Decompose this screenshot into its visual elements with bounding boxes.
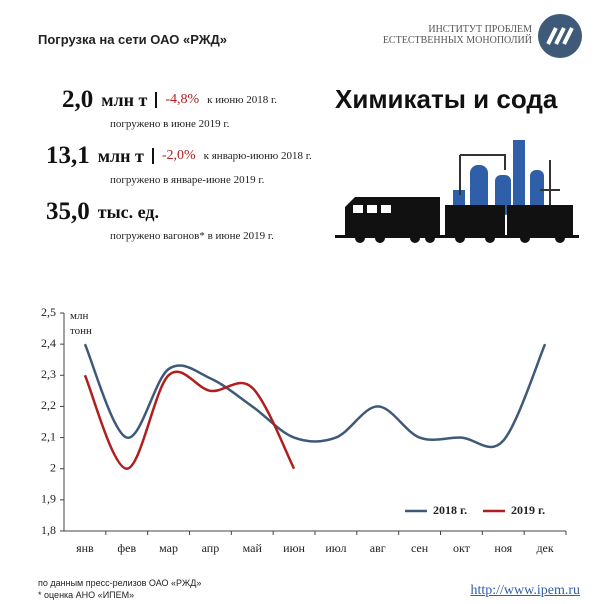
y-tick-label: 1,8 <box>41 523 56 537</box>
x-tick-label: сен <box>411 541 429 555</box>
y-tick-label: 2,3 <box>41 367 56 381</box>
legend-label: 2019 г. <box>511 503 545 517</box>
stat-value: 35,0 <box>46 198 90 225</box>
y-tick-label: 1,9 <box>41 492 56 506</box>
footnote: * оценка АНО «ИПЕМ» <box>38 590 135 600</box>
x-tick-label: июл <box>325 541 346 555</box>
y-axis-label: млн тонн <box>70 310 92 337</box>
stat-unit: млн т <box>97 145 144 166</box>
x-tick-label: ноя <box>494 541 512 555</box>
stat-row: 35,0 тыс. ед. <box>46 198 159 226</box>
y-tick-label: 2,5 <box>41 305 56 319</box>
stat-unit: тыс. ед. <box>97 201 159 222</box>
x-tick-label: окт <box>453 541 471 555</box>
y-tick-label: 2 <box>50 460 56 474</box>
source: по данным пресс-релизов ОАО «РЖД» <box>38 578 202 588</box>
stat-change: -2,0% <box>151 148 196 164</box>
page-title: Погрузка на сети ОАО «РЖД» <box>38 32 227 47</box>
x-tick-label: июн <box>283 541 305 555</box>
y-tick-label: 2,1 <box>41 429 56 443</box>
stat-comparison: к январю-июню 2018 г. <box>203 150 312 162</box>
line <box>83 343 547 449</box>
chart: 1,8 1,9 2 2,1 2,2 2,3 2,4 2,5 янв фев мар апр май июн… <box>41 305 567 555</box>
link[interactable]: http://www.ipem.ru <box>470 583 580 598</box>
stat-value: 2,0 <box>62 86 94 113</box>
stat-row: 13,1 млн т -2,0% к январю-июню 2018 г. <box>46 142 312 170</box>
line <box>83 370 296 470</box>
stat-value: 13,1 <box>46 142 90 169</box>
stat-change: -4,8% <box>155 92 199 108</box>
x-tick-label: янв <box>76 541 94 555</box>
logo <box>538 14 582 58</box>
x-tick-label: авг <box>370 541 386 555</box>
headline: Химикаты и сода <box>335 84 558 114</box>
x-tick-label: мар <box>159 541 178 555</box>
x-tick-label: фев <box>117 541 136 555</box>
x-tick-label: май <box>243 541 263 555</box>
logo-line: ИНСТИТУТ ПРОБЛЕМ <box>428 24 532 35</box>
illustration <box>335 140 579 243</box>
logo-line: ЕСТЕСТВЕННЫХ МОНОПОЛИЙ <box>382 35 532 46</box>
stat-row: 2,0 млн т -4,8% к июню 2018 г. <box>62 86 277 114</box>
stat-comparison: к июню 2018 г. <box>207 94 277 106</box>
legend-label: 2018 г. <box>433 503 467 517</box>
x-tick-label: апр <box>202 541 220 555</box>
y-tick-label: 2,4 <box>41 336 56 350</box>
stat-note: погружено в январе-июне 2019 г. <box>110 174 265 186</box>
logo-text: ИНСТИТУТ ПРОБЛЕМ ЕСТЕСТВЕННЫХ МОНОПОЛИЙ <box>383 24 532 46</box>
stat-note: погружено в июне 2019 г. <box>110 118 230 130</box>
y-tick-label: 2,2 <box>41 398 56 412</box>
stat-note: погружено вагонов* в июне 2019 г. <box>110 230 274 242</box>
stat-unit: млн т <box>101 89 148 110</box>
x-tick-label: дек <box>536 541 553 555</box>
